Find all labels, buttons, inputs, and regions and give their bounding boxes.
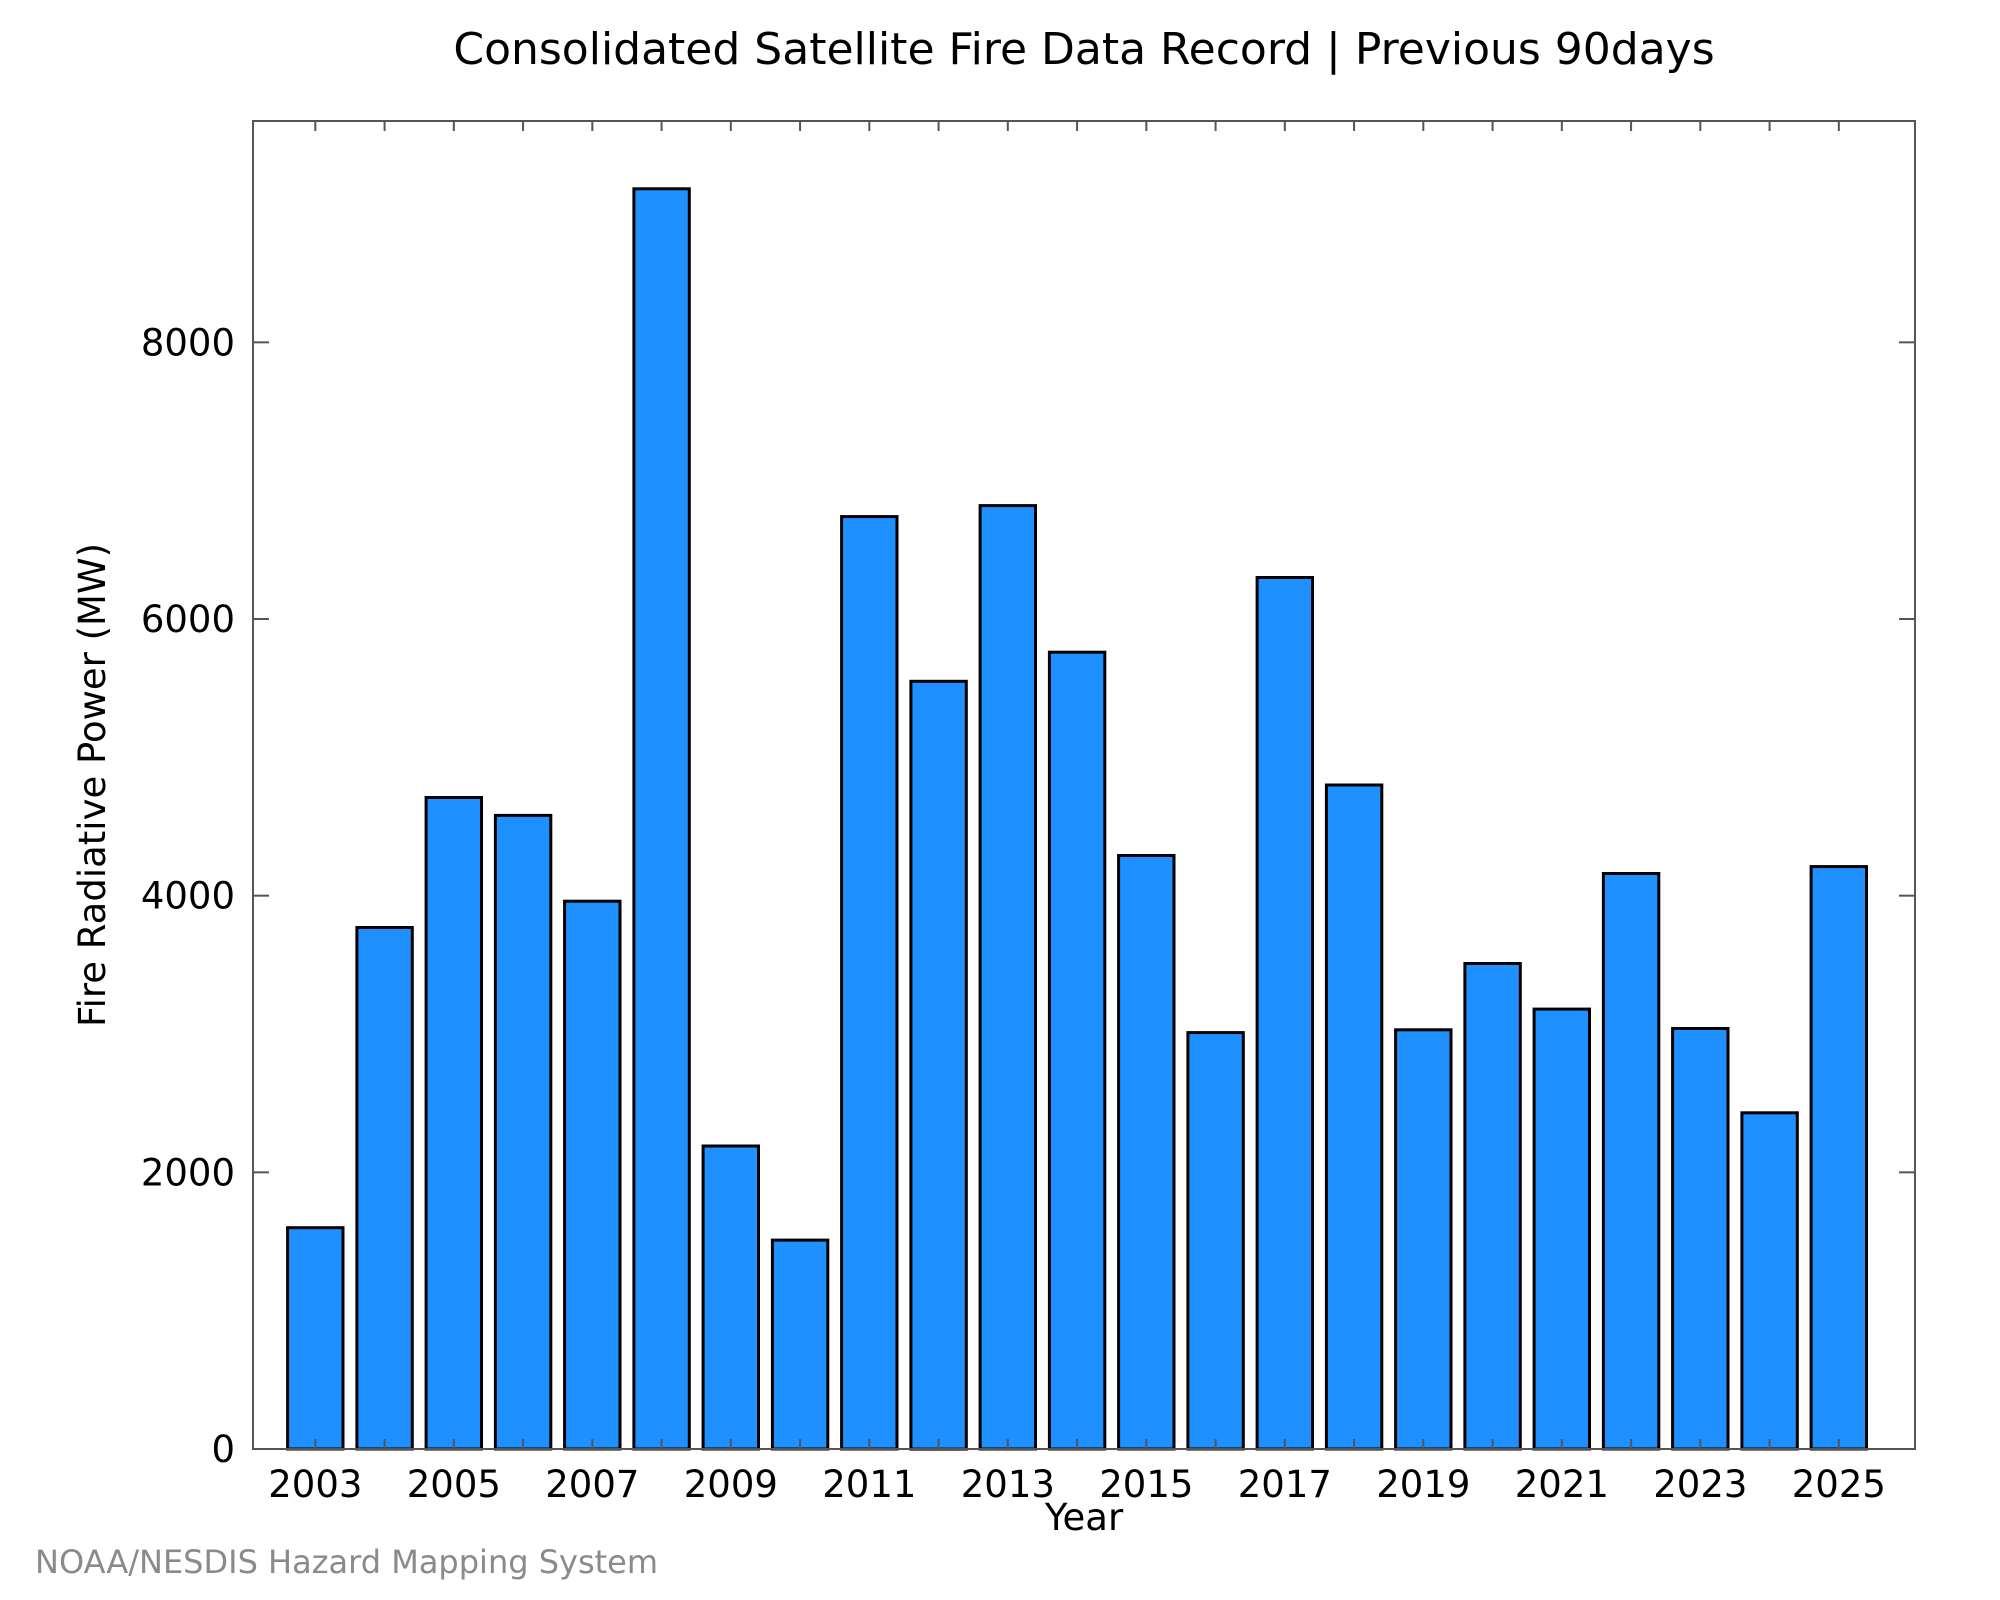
- x-tick-label-2017: 2017: [1238, 1463, 1332, 1506]
- bar-2004: [355, 926, 414, 1451]
- x-tick-label-2023: 2023: [1653, 1463, 1747, 1506]
- bar-2021: [1532, 1007, 1591, 1451]
- x-tick-labels: 2003 2005 2007 2009 2011 2013 2015 2017 2019 2021…: [268, 1463, 1886, 1506]
- bar-2013: [978, 504, 1037, 1451]
- y-tick-labels: 0 2000 4000 6000 8000: [141, 321, 235, 1471]
- bar-2006: [493, 813, 553, 1451]
- x-tick-label-2025: 2025: [1792, 1463, 1886, 1506]
- x-tick-label-2021: 2021: [1515, 1463, 1609, 1506]
- bar-2007: [563, 899, 622, 1451]
- y-tick-label-0: 0: [211, 1428, 235, 1471]
- y-tick-label-6000: 6000: [141, 598, 235, 641]
- bar-2012: [909, 679, 968, 1451]
- x-tick-label-2005: 2005: [407, 1463, 501, 1506]
- bar-2015: [1117, 854, 1176, 1451]
- x-tick-label-2019: 2019: [1376, 1463, 1470, 1506]
- x-axis-label: Year: [1044, 1496, 1124, 1539]
- x-tick-label-2009: 2009: [684, 1463, 778, 1506]
- bar-2003: [286, 1226, 345, 1451]
- y-tick-label-2000: 2000: [141, 1151, 235, 1194]
- y-tick-label-4000: 4000: [141, 875, 235, 918]
- chart-title: Consolidated Satellite Fire Data Record …: [453, 24, 1714, 75]
- x-tick-label-2015: 2015: [1099, 1463, 1193, 1506]
- x-tick-label-2011: 2011: [822, 1463, 916, 1506]
- bar-2018: [1324, 783, 1384, 1451]
- bar-2019: [1394, 1028, 1453, 1451]
- bar-2022: [1601, 872, 1661, 1451]
- bar-2014: [1047, 650, 1107, 1451]
- x-tick-label-2003: 2003: [268, 1463, 362, 1506]
- bar-2010: [770, 1238, 830, 1451]
- bars-group: [286, 187, 1868, 1451]
- y-tick-label-8000: 8000: [141, 321, 235, 364]
- bar-2020: [1463, 962, 1522, 1451]
- bar-2009: [701, 1144, 760, 1451]
- axis-ticks: [253, 121, 1915, 1450]
- bar-2011: [840, 515, 899, 1451]
- bar-2017: [1255, 576, 1314, 1451]
- bar-2023: [1671, 1027, 1730, 1451]
- y-axis-label: Fire Radiative Power (MW): [71, 543, 114, 1027]
- x-tick-label-2007: 2007: [545, 1463, 639, 1506]
- bar-2024: [1740, 1111, 1799, 1451]
- bar-2025: [1809, 865, 1868, 1451]
- bar-2008: [632, 187, 691, 1451]
- bar-2005: [424, 796, 484, 1451]
- x-tick-label-2013: 2013: [961, 1463, 1055, 1506]
- source-credit: NOAA/NESDIS Hazard Mapping System: [35, 1543, 658, 1581]
- bar-2016: [1186, 1031, 1245, 1451]
- plot-frame: [252, 120, 1916, 1450]
